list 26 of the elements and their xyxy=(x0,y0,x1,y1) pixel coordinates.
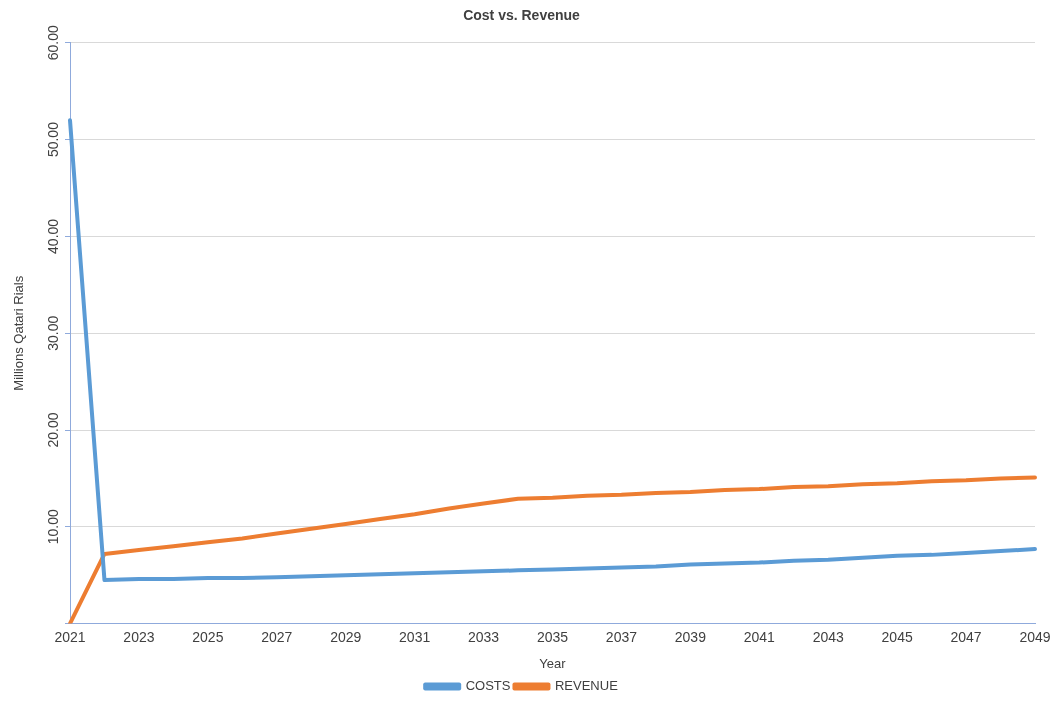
x-tick-label: 2029 xyxy=(330,628,362,645)
x-tick-label: 2027 xyxy=(261,628,293,645)
chart-title: Cost vs. Revenue xyxy=(463,7,581,24)
x-tick-label: 2037 xyxy=(605,628,638,645)
x-tick-label: 2025 xyxy=(192,628,224,645)
y-tick-label: 40.00 xyxy=(44,218,61,254)
y-tick-label: 30.00 xyxy=(44,315,61,351)
x-tick-label: 2049 xyxy=(1019,628,1051,645)
legend-label: COSTS xyxy=(465,678,511,694)
x-tick-label: 2047 xyxy=(950,628,982,645)
y-tick-label: 10.00 xyxy=(44,509,61,545)
x-axis-title: Year xyxy=(539,655,567,671)
x-tick-label: 2023 xyxy=(123,628,155,645)
x-tick-label: 2041 xyxy=(743,628,776,645)
y-tick-label: 20.00 xyxy=(44,412,61,448)
y-axis-title: Millions Qatari Rials xyxy=(11,275,27,391)
x-tick-label: 2021 xyxy=(54,628,86,645)
y-tick-label: 50.00 xyxy=(44,121,61,158)
y-tick-label: 60.00 xyxy=(44,25,61,61)
x-tick-label: 2039 xyxy=(674,628,707,645)
x-tick-label: 2031 xyxy=(399,628,431,645)
x-tick-label: 2033 xyxy=(467,628,500,645)
x-tick-label: 2045 xyxy=(881,628,913,645)
x-tick-label: 2043 xyxy=(812,628,844,645)
x-tick-label: 2035 xyxy=(536,628,569,645)
legend-label: REVENUE xyxy=(554,678,619,694)
